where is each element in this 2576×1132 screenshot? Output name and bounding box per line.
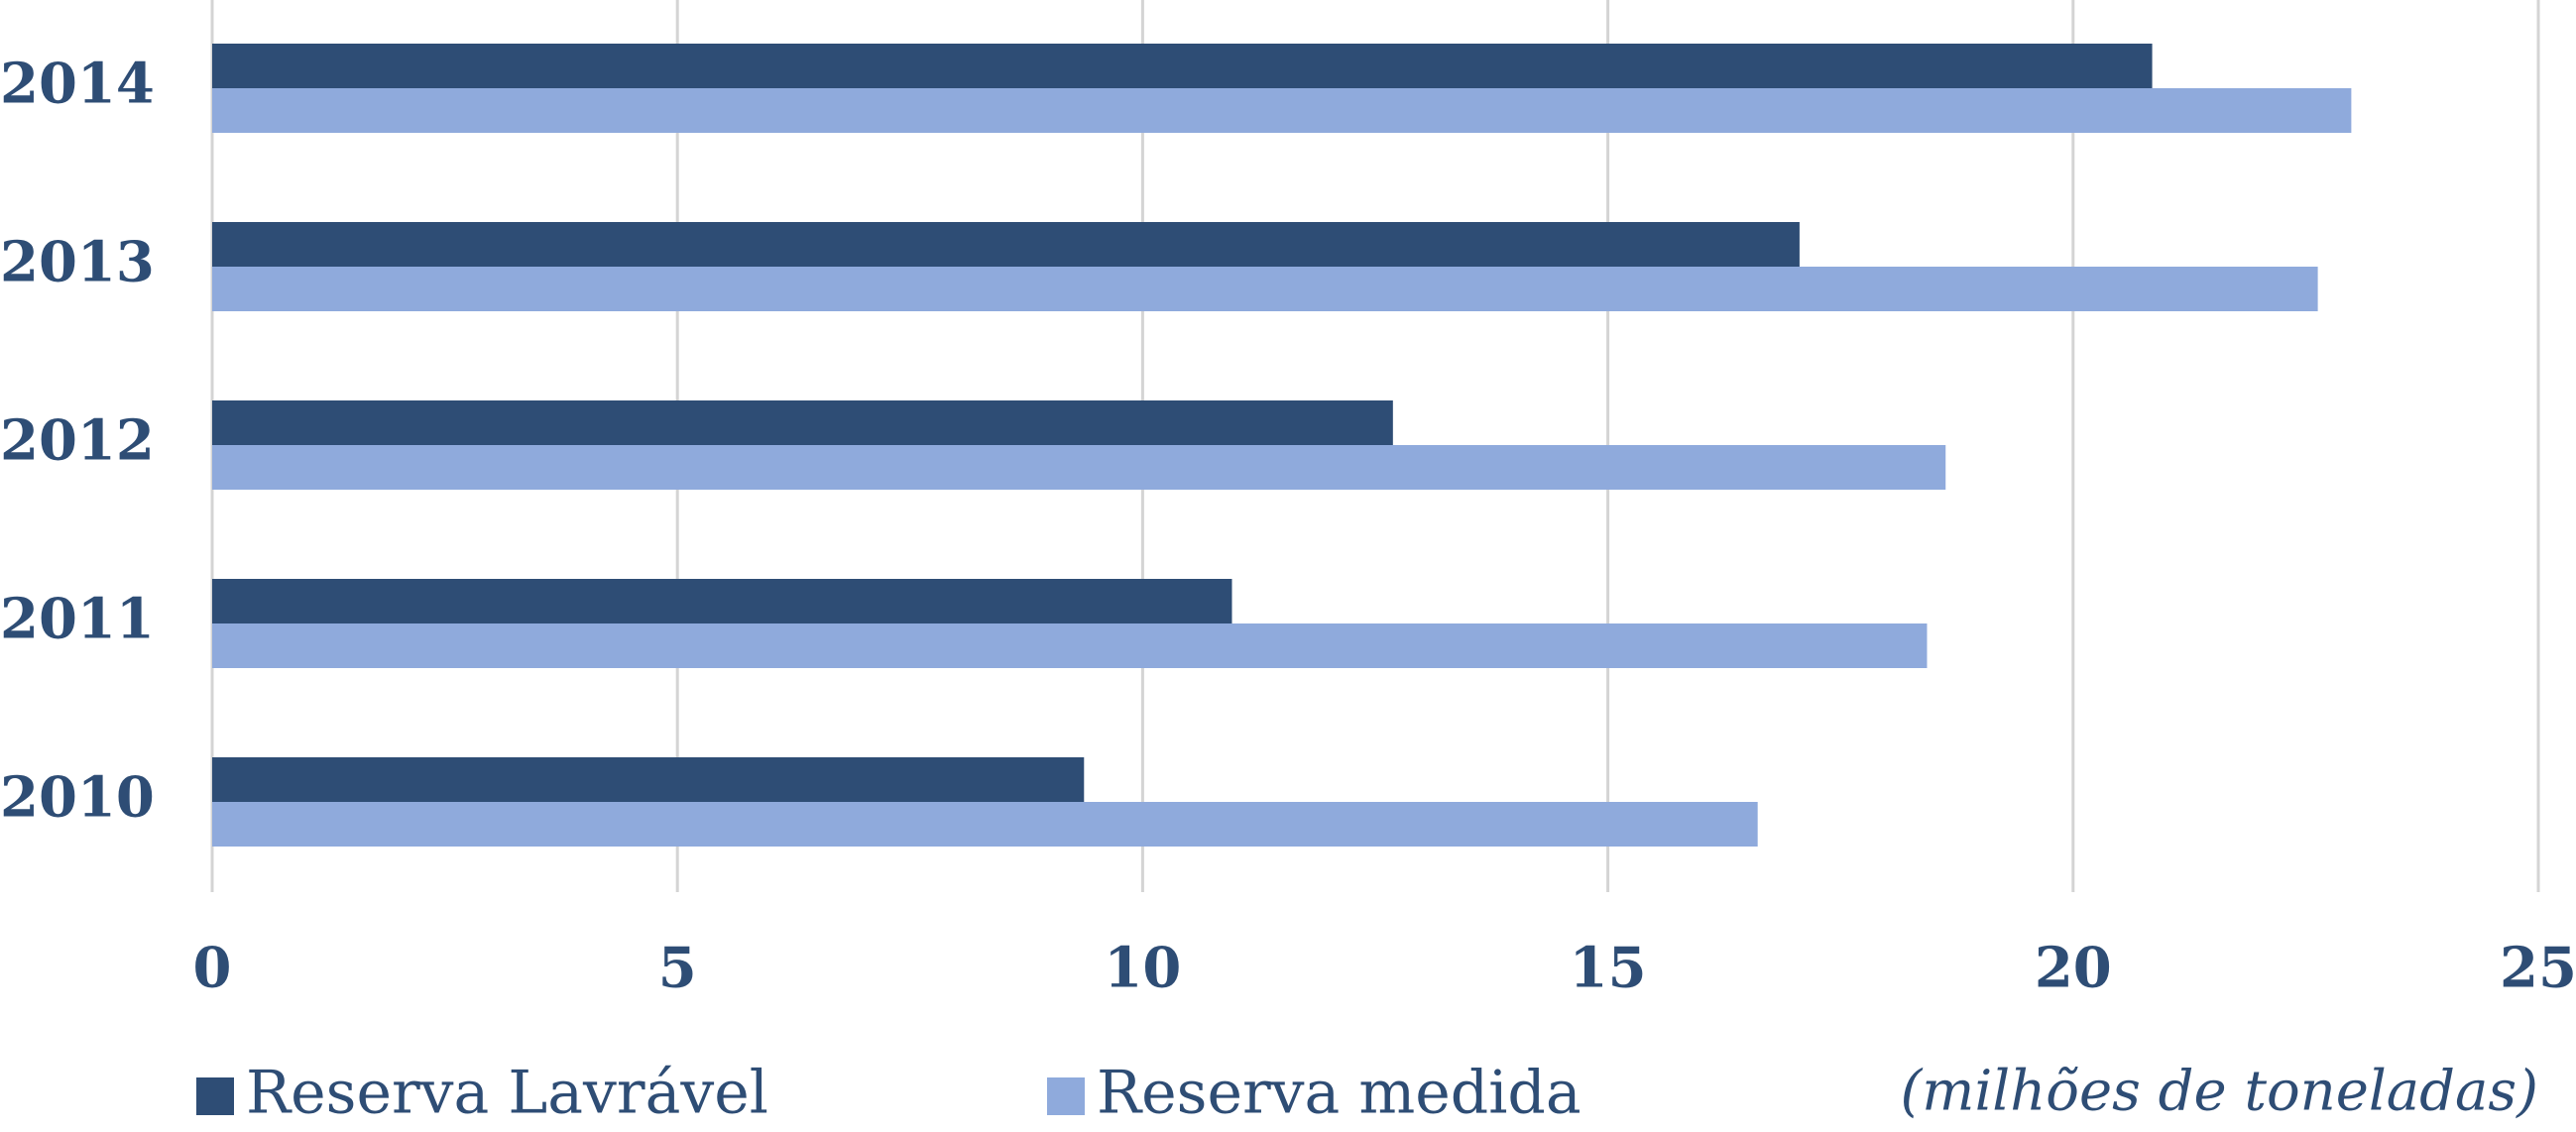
bar: [212, 44, 2153, 88]
bar: [212, 623, 1928, 668]
x-tick-label: 20: [2035, 936, 2112, 1001]
y-tick-label: 2014: [0, 52, 155, 117]
x-tick-label: 10: [1104, 936, 1181, 1001]
legend-swatch: [196, 1077, 234, 1115]
bar: [212, 757, 1085, 802]
x-tick-label: 25: [2500, 936, 2576, 1001]
y-tick-label: 2011: [0, 587, 155, 652]
bar: [212, 88, 2352, 133]
y-tick-label: 2010: [0, 765, 155, 831]
x-tick-label: 15: [1570, 936, 1647, 1001]
y-tick-label: 2013: [0, 230, 155, 295]
y-tick-label: 2012: [0, 408, 155, 474]
x-tick-label: 0: [193, 936, 232, 1001]
bar: [212, 445, 1946, 490]
legend-swatch: [1047, 1077, 1085, 1115]
bar: [212, 267, 2318, 311]
x-tick-label: 5: [658, 936, 697, 1001]
x-axis-label: (milhões de toneladas): [1900, 1060, 2538, 1124]
bar: [212, 222, 1800, 267]
bar: [212, 400, 1393, 445]
bar: [212, 579, 1232, 623]
legend-label: Reserva Lavrável: [246, 1059, 768, 1128]
legend-label: Reserva medida: [1097, 1059, 1581, 1128]
bar: [212, 802, 1758, 847]
